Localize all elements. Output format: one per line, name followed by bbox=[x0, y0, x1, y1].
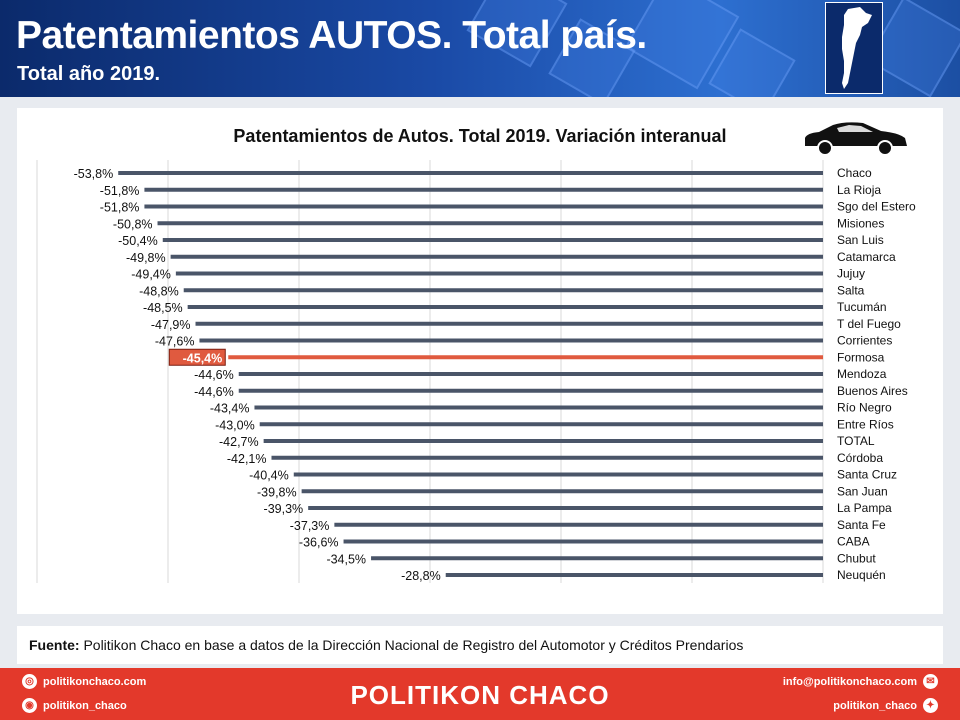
data-label: -39,8% bbox=[257, 485, 297, 499]
data-label: -44,6% bbox=[194, 368, 234, 382]
data-label: -49,8% bbox=[126, 251, 166, 265]
data-label: -48,8% bbox=[139, 284, 179, 298]
footer-twitter[interactable]: politikon_chaco ✦ bbox=[833, 698, 938, 713]
category-label: Buenos Aires bbox=[837, 384, 908, 398]
data-label: -50,4% bbox=[118, 234, 158, 248]
footer-bar: ◎ politikonchaco.com ◉ politikon_chaco P… bbox=[0, 668, 960, 720]
category-label: Santa Fe bbox=[837, 518, 886, 532]
category-label: Chubut bbox=[837, 551, 876, 565]
data-label: -50,8% bbox=[113, 217, 153, 231]
data-label: -39,3% bbox=[264, 502, 304, 516]
category-label: Salta bbox=[837, 283, 865, 297]
category-label: Catamarca bbox=[837, 250, 896, 264]
data-label: -43,4% bbox=[210, 402, 250, 416]
data-label: -53,8% bbox=[74, 167, 114, 181]
car-icon bbox=[797, 118, 913, 163]
data-label: -49,4% bbox=[131, 268, 171, 282]
category-label: San Juan bbox=[837, 484, 888, 498]
footer-instagram[interactable]: ◉ politikon_chaco bbox=[22, 698, 127, 713]
data-label: -37,3% bbox=[290, 519, 330, 533]
category-label: San Luis bbox=[837, 233, 884, 247]
email-icon: ✉ bbox=[923, 674, 938, 689]
data-label: -45,4% bbox=[183, 351, 223, 365]
category-label: Córdoba bbox=[837, 451, 883, 465]
footer-instagram-text: politikon_chaco bbox=[43, 699, 127, 712]
category-label: Santa Cruz bbox=[837, 468, 897, 482]
category-label: Entre Ríos bbox=[837, 417, 894, 431]
category-label: Formosa bbox=[837, 350, 885, 364]
argentina-map-icon bbox=[825, 2, 883, 94]
page-title: Patentamientos AUTOS. Total país. bbox=[16, 14, 647, 57]
category-label: La Rioja bbox=[837, 183, 881, 197]
data-label: -42,7% bbox=[219, 435, 259, 449]
data-label: -34,5% bbox=[326, 552, 366, 566]
header-banner: Patentamientos AUTOS. Total país. Total … bbox=[0, 0, 960, 97]
bar-chart: -53,8% Chaco -51,8% La Rioja -51,8% Sgo del E… bbox=[36, 160, 916, 583]
instagram-icon: ◉ bbox=[22, 698, 37, 713]
footer-twitter-text: politikon_chaco bbox=[833, 699, 917, 712]
category-label: Corrientes bbox=[837, 334, 892, 348]
twitter-icon: ✦ bbox=[923, 698, 938, 713]
footer-brand: POLITIKON CHACO bbox=[350, 680, 610, 710]
data-label: -51,8% bbox=[100, 201, 140, 215]
data-label: -47,6% bbox=[155, 335, 195, 349]
source-text: Politikon Chaco en base a datos de la Di… bbox=[79, 637, 744, 653]
footer-website-text: politikonchaco.com bbox=[43, 675, 147, 688]
category-label: Mendoza bbox=[837, 367, 887, 381]
category-label: CABA bbox=[837, 535, 870, 549]
source-label: Fuente: bbox=[29, 637, 80, 653]
data-label: -42,1% bbox=[227, 452, 267, 466]
chart-panel: Patentamientos de Autos. Total 2019. Var… bbox=[17, 108, 943, 614]
data-label: -28,8% bbox=[401, 569, 441, 583]
data-label: -47,9% bbox=[151, 318, 191, 332]
footer-email[interactable]: info@politikonchaco.com ✉ bbox=[783, 674, 938, 689]
category-label: Jujuy bbox=[837, 267, 865, 281]
data-label: -40,4% bbox=[249, 469, 289, 483]
category-label: TOTAL bbox=[837, 434, 875, 448]
data-label: -36,6% bbox=[299, 536, 339, 550]
data-label: -48,5% bbox=[143, 301, 183, 315]
footer-website[interactable]: ◎ politikonchaco.com bbox=[22, 674, 146, 689]
data-label-box bbox=[168, 348, 226, 366]
globe-icon: ◎ bbox=[22, 674, 37, 689]
data-label: -51,8% bbox=[100, 184, 140, 198]
category-label: Río Negro bbox=[837, 401, 892, 415]
category-label: La Pampa bbox=[837, 501, 892, 515]
category-label: Sgo del Estero bbox=[837, 200, 916, 214]
data-label: -43,0% bbox=[215, 418, 255, 432]
chart-title: Patentamientos de Autos. Total 2019. Var… bbox=[233, 126, 727, 146]
category-label: Tucumán bbox=[837, 300, 887, 314]
footer-email-text: info@politikonchaco.com bbox=[782, 675, 917, 688]
category-label: Chaco bbox=[837, 166, 872, 180]
source-note: Fuente: Politikon Chaco en base a datos … bbox=[17, 626, 943, 664]
page-subtitle: Total año 2019. bbox=[17, 63, 161, 85]
category-label: Misiones bbox=[837, 216, 884, 230]
data-label: -44,6% bbox=[194, 385, 234, 399]
category-label: Neuquén bbox=[837, 568, 886, 582]
category-label: T del Fuego bbox=[837, 317, 901, 331]
